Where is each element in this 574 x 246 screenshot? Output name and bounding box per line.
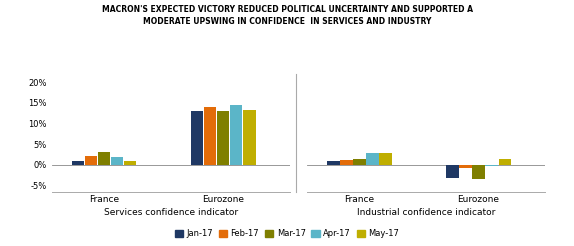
Bar (111, 157, 123, 165)
Bar (85, 156, 97, 165)
Bar (230, 105, 242, 165)
Bar (191, 111, 203, 165)
Bar (124, 161, 137, 165)
Bar (459, 165, 472, 168)
Legend: Jan-17, Feb-17, Mar-17, Apr-17, May-17: Jan-17, Feb-17, Mar-17, Apr-17, May-17 (172, 226, 402, 242)
Bar (72, 161, 84, 165)
Bar (446, 165, 459, 178)
Bar (379, 153, 392, 165)
Bar (217, 111, 230, 165)
Bar (472, 165, 485, 179)
Bar (340, 160, 352, 165)
Bar (353, 159, 366, 165)
X-axis label: Services confidence indicator: Services confidence indicator (104, 208, 238, 217)
Text: MACRON'S EXPECTED VICTORY REDUCED POLITICAL UNCERTAINTY AND SUPPORTED A
MODERATE: MACRON'S EXPECTED VICTORY REDUCED POLITI… (102, 5, 472, 26)
Bar (327, 161, 339, 165)
Bar (499, 159, 511, 165)
Bar (204, 107, 216, 165)
Bar (98, 152, 110, 165)
X-axis label: Industrial confidence indicator: Industrial confidence indicator (357, 208, 495, 217)
Bar (243, 110, 255, 165)
Bar (486, 165, 498, 166)
Bar (366, 153, 379, 165)
